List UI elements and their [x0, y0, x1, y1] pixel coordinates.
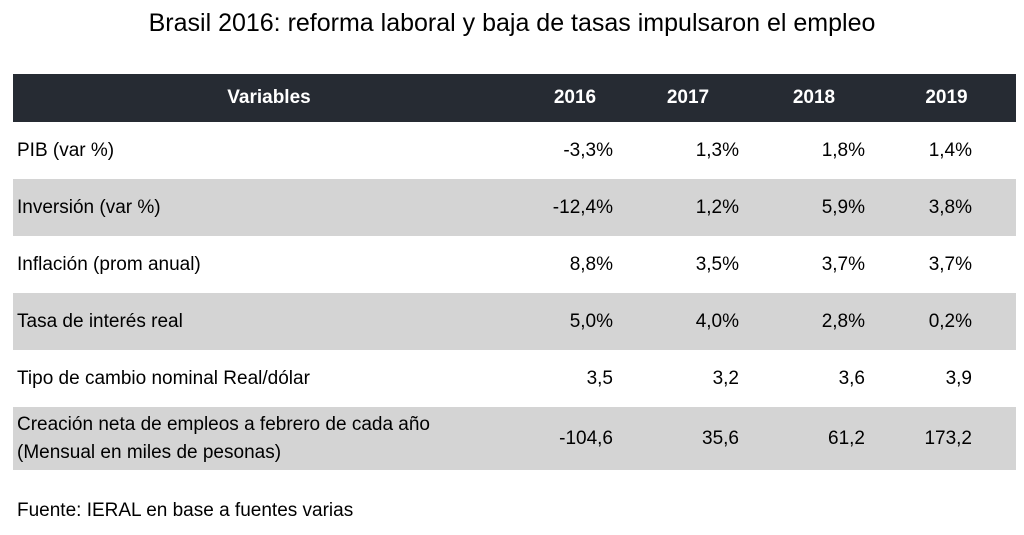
- table-row-inflacion: Inflación (prom anual) 8,8% 3,5% 3,7% 3,…: [13, 236, 1016, 293]
- cell-value: 1,8%: [821, 139, 865, 161]
- header-year-2019: 2019: [877, 74, 1016, 122]
- cell-value: 173,2: [924, 427, 972, 449]
- cell-value: 8,8%: [569, 253, 613, 275]
- data-table: Variables 2016 2017 2018 2019 PIB (var %…: [13, 74, 1016, 470]
- cell-value: 5,9%: [821, 196, 865, 218]
- cell-value: 3,6: [838, 367, 865, 389]
- cell-value: -104,6: [559, 427, 613, 449]
- table-row-tasa-interes: Tasa de interés real 5,0% 4,0% 2,8% 0,2%: [13, 293, 1016, 350]
- cell-value: 1,4%: [928, 139, 972, 161]
- cell-value: 1,2%: [695, 196, 739, 218]
- cell-value: 1,3%: [695, 139, 739, 161]
- cell-value: 35,6: [702, 427, 739, 449]
- row-label-line2: (Mensual en miles de pesonas): [17, 441, 282, 463]
- cell-value: 4,0%: [695, 310, 739, 332]
- cell-value: 2,8%: [821, 310, 865, 332]
- header-year-2018: 2018: [751, 74, 877, 122]
- row-label-line1: Creación neta de empleos a febrero de ca…: [17, 413, 430, 435]
- cell-value: 3,7%: [821, 253, 865, 275]
- cell-value: 61,2: [828, 427, 865, 449]
- table-row-pib: PIB (var %) -3,3% 1,3% 1,8% 1,4%: [13, 122, 1016, 179]
- row-label: Inversión (var %): [17, 196, 161, 218]
- row-label: Tipo de cambio nominal Real/dólar: [17, 367, 310, 389]
- header-year-2017: 2017: [625, 74, 751, 122]
- row-label: PIB (var %): [17, 139, 115, 161]
- cell-value: -12,4%: [552, 196, 613, 218]
- cell-value: 3,9: [945, 367, 972, 389]
- cell-value: 3,5%: [695, 253, 739, 275]
- cell-value: -3,3%: [563, 139, 613, 161]
- chart-title: Brasil 2016: reforma laboral y baja de t…: [148, 9, 876, 37]
- cell-value: 0,2%: [928, 310, 972, 332]
- cell-value: 5,0%: [569, 310, 613, 332]
- table-row-inversion: Inversión (var %) -12,4% 1,2% 5,9% 3,8%: [13, 179, 1016, 236]
- row-label: Inflación (prom anual): [17, 253, 201, 275]
- row-label: Creación neta de empleos a febrero de ca…: [13, 407, 525, 470]
- source-note: Fuente: IERAL en base a fuentes varias: [17, 500, 354, 521]
- table-header-row: Variables 2016 2017 2018 2019: [13, 74, 1016, 122]
- header-year-2016: 2016: [525, 74, 625, 122]
- cell-value: 3,5: [586, 367, 613, 389]
- cell-value: 3,2: [712, 367, 739, 389]
- table-row-tipo-cambio: Tipo de cambio nominal Real/dólar 3,5 3,…: [13, 350, 1016, 407]
- cell-value: 3,8%: [928, 196, 972, 218]
- table-row-empleo: Creación neta de empleos a febrero de ca…: [13, 407, 1016, 470]
- row-label: Tasa de interés real: [17, 310, 183, 332]
- cell-value: 3,7%: [928, 253, 972, 275]
- header-variables: Variables: [13, 74, 525, 122]
